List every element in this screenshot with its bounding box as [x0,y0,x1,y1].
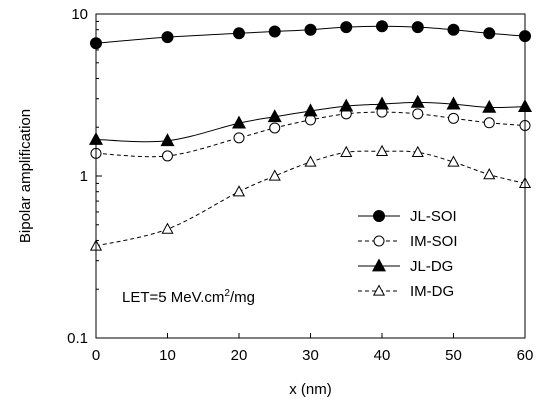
data-point-jl-soi [304,23,317,36]
data-point-im-soi [305,114,316,126]
data-point-im-dg [161,222,174,234]
y-axis-title: Bipolar amplification [17,109,34,243]
x-tick-label: 10 [159,347,176,364]
data-point-im-soi [483,117,495,129]
x-axis-title: x (nm) [289,381,332,398]
data-point-jl-dg [410,94,425,108]
plot-layer [88,20,533,251]
data-point-im-soi [412,108,424,120]
data-point-im-dg [232,185,246,197]
data-point-jl-soi [483,27,496,40]
data-point-im-dg [375,144,389,156]
y-tick-label: 1 [80,168,88,185]
data-point-jl-dg [374,96,390,110]
legend: JL-SOI IM-SOI JL-DG IM-DG [358,208,458,300]
data-point-jl-dg [446,96,461,110]
legend-label-im-soi: IM-SOI [410,233,458,250]
data-point-jl-dg [231,115,247,129]
data-point-jl-dg [482,99,497,113]
data-point-im-dg [340,145,353,157]
x-tick-label: 0 [92,347,100,364]
data-point-im-soi [162,150,173,162]
data-point-jl-dg [160,133,175,147]
data-point-im-dg [268,169,281,181]
axes-layer: 0 10 20 30 40 50 60 0.1 1 10 x (nm) Bipolar amplifi… [17,6,533,398]
y-tick-label: 10 [71,6,88,23]
data-point-jl-soi [233,27,245,40]
data-point-im-soi [448,112,459,124]
let-annotation-prefix: LET=5 MeV.cm [122,289,224,306]
y-tick-label: 0.1 [67,330,88,347]
x-tick-label: 50 [445,347,462,364]
legend-marker-im-soi [373,235,385,247]
x-tick-label: 60 [517,347,534,364]
data-point-jl-dg [267,109,282,123]
let-annotation: LET=5 MeV.cm2/mg [122,288,255,306]
legend-label-im-dg: IM-DG [410,283,454,300]
data-point-jl-soi [376,20,388,33]
data-point-jl-soi [447,23,460,36]
legend-label-jl-dg: JL-DG [410,258,453,275]
data-point-im-dg [483,168,496,180]
x-tick-label: 20 [231,347,248,364]
let-annotation-suffix: /mg [230,289,255,306]
legend-label-jl-soi: JL-SOI [410,208,457,225]
data-point-jl-dg [303,103,318,117]
data-point-jl-soi [161,31,174,44]
data-point-jl-dg [339,98,354,112]
legend-marker-jl-dg [371,258,387,272]
data-point-jl-soi [268,25,281,38]
let-annotation-superscript: 2 [224,288,230,299]
data-point-im-dg [304,155,317,167]
data-point-im-soi [233,132,245,144]
legend-marker-jl-soi [373,210,385,222]
legend-marker-im-dg [372,284,386,296]
data-point-jl-soi [340,21,353,34]
data-point-im-dg [447,155,460,167]
x-tick-label: 40 [374,347,391,364]
data-point-im-dg [411,145,424,157]
data-point-jl-soi [411,21,424,34]
data-point-im-soi [269,122,281,134]
x-tick-label: 30 [302,347,319,364]
